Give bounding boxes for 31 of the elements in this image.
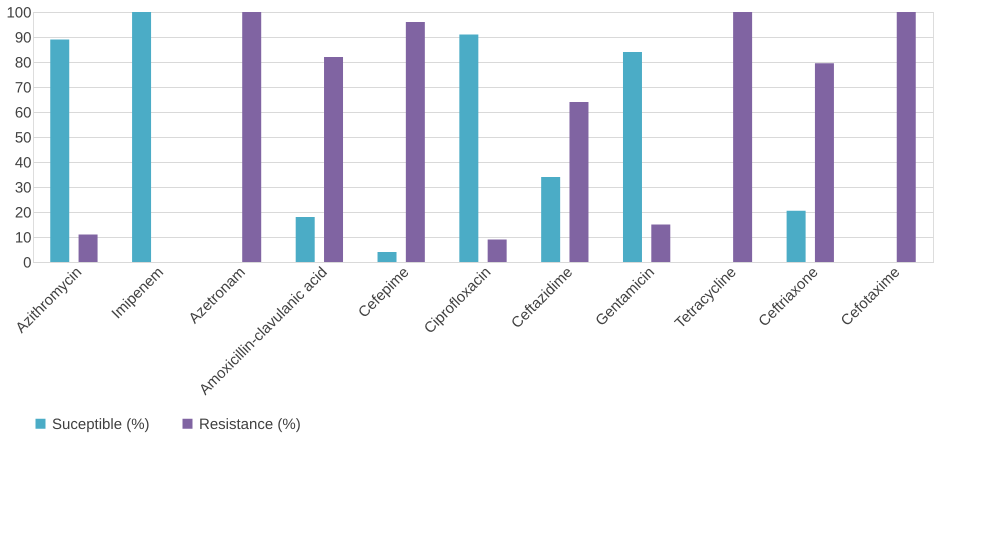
bar [733,12,752,262]
bar [459,34,478,262]
bar [132,12,152,262]
bar [896,12,916,262]
bar [488,240,507,262]
y-tick-label: 90 [14,30,32,46]
bar [622,52,642,262]
y-tick-label: 60 [14,104,32,122]
bar [296,217,315,262]
bar [378,252,397,262]
y-tick-label: 40 [14,154,32,172]
bar [324,57,344,262]
y-tick-label: 10 [14,230,32,246]
bar [50,40,70,262]
bar [786,210,806,262]
y-tick-label: 70 [14,80,32,96]
bar [541,177,560,262]
y-tick-label: 30 [14,180,32,196]
y-tick-label: 80 [14,54,32,72]
y-tick-label: 0 [23,254,32,272]
y-tick-label: 100 [6,4,32,22]
legend-label: Suceptible (%) [52,416,150,433]
y-tick-label: 20 [14,204,32,222]
bar [406,22,425,262]
bar [814,63,834,262]
bar [78,234,98,262]
y-tick-label: 50 [14,130,32,146]
bar [242,12,262,262]
bar [569,102,588,262]
bar [651,224,670,262]
legend-label: Resistance (%) [199,416,301,433]
